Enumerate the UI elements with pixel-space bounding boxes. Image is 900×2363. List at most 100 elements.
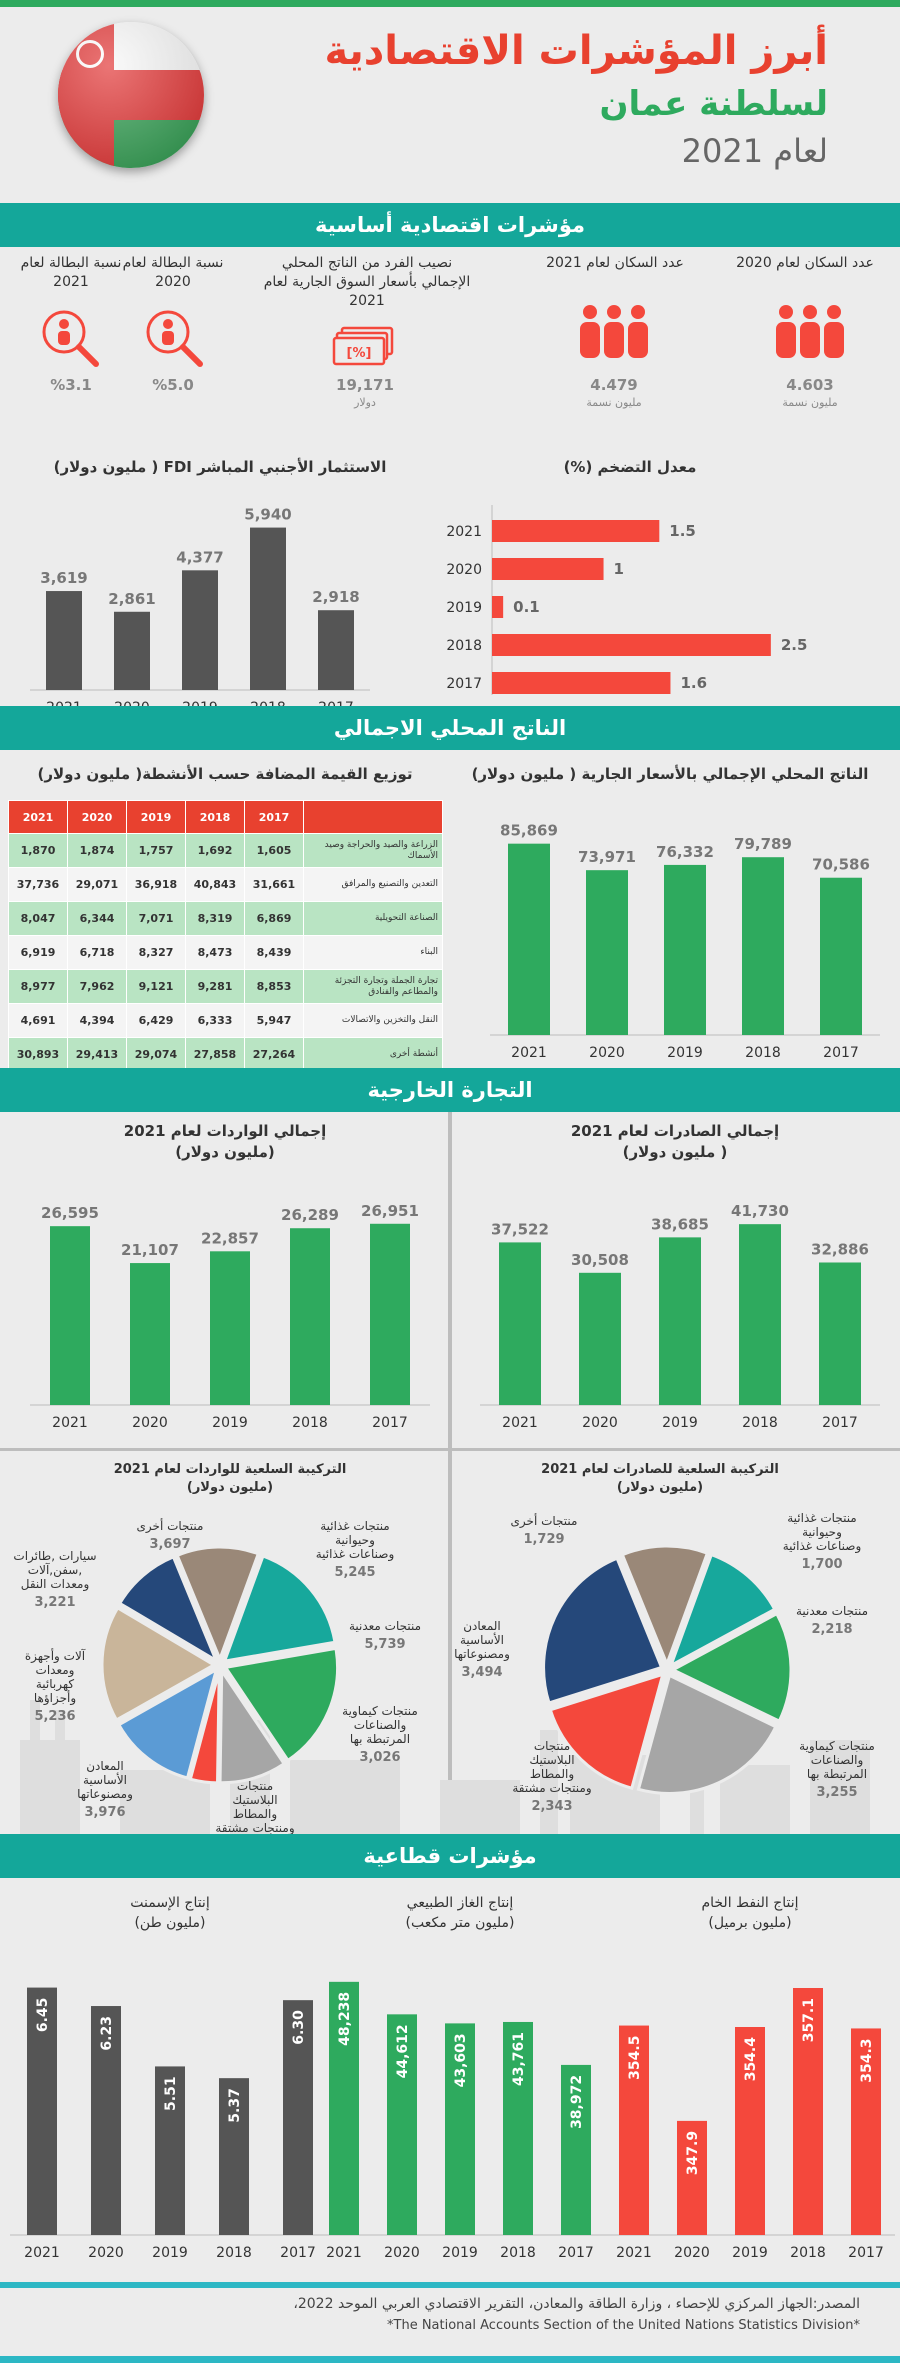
bar-label-2018: 5,940 — [244, 506, 291, 524]
table-cell: 40,843 — [185, 867, 245, 902]
bar-label-2018: 79,789 — [734, 835, 792, 853]
pie-slice-5 — [620, 1544, 710, 1669]
people-icon — [770, 302, 850, 370]
bar-label-2021: 37,522 — [491, 1220, 549, 1238]
section-sector-indicators: مؤشرات قطاعية — [0, 1834, 900, 1878]
section-gdp: الناتج المحلي الاجمالي — [0, 706, 900, 750]
bar-label-2017: 70,586 — [812, 856, 870, 874]
pie-value-0: 1,700 — [801, 1557, 842, 1572]
pie-slice-0 — [668, 1552, 777, 1669]
tick-label-2019: 2019 — [667, 1045, 703, 1061]
bar-label-2020: 30,508 — [571, 1251, 629, 1269]
pie-label-3: منتجات البلاستيك والمطاط ومنتجات مشتقة — [215, 1779, 294, 1835]
imports-chart-subtitle: (مليون دولار) — [175, 1143, 275, 1161]
bar-2019 — [664, 864, 706, 1035]
section-foreign-trade: التجارة الخارجية — [0, 1068, 900, 1112]
tick-label-2018: 2018 — [292, 1415, 328, 1431]
tick-label-2017: 2017 — [372, 1415, 408, 1431]
tick-label-2020: 2020 — [589, 1045, 625, 1061]
table-cell: 6,344 — [67, 901, 127, 936]
exports-chart: 37,522 2021 30,508 2020 38,685 2019 41,730 2018… — [480, 1202, 880, 1431]
bar-label-2021: 48,238 — [337, 1992, 353, 2046]
oil-chart: 354.5 2021 347.9 2020 354.4 2019 357.1 2018 354.… — [605, 1988, 895, 2261]
table-cell: 6,919 — [8, 935, 68, 970]
bar-label-2020: 21,107 — [121, 1241, 179, 1259]
population-2020-unit: مليون نسمة — [782, 396, 838, 409]
people-icon — [574, 302, 654, 370]
bar-label-2020: 44,612 — [395, 2024, 411, 2078]
pie-label-5: آلات وأجهزة ومعدات كهربائية وأجزاؤها — [25, 1648, 86, 1706]
pie-slice-4 — [116, 1666, 219, 1780]
bar-2017 — [561, 2064, 591, 2235]
bar-label-2019: 0.1 — [513, 598, 540, 616]
pie-value-2: 3,255 — [816, 1785, 857, 1800]
table-cell: 8,977 — [8, 969, 68, 1004]
table-cell: 27,264 — [244, 1037, 304, 1072]
export-comp-title: التركيبة السلعية للصادرات لعام 2021 — [541, 1462, 779, 1477]
bar-label-2018: 43,761 — [511, 2032, 527, 2086]
bar-2018 — [250, 527, 286, 690]
table-activity-cell: التعدين والتصنيع والمرافق — [303, 867, 443, 902]
table-header-cell: 2019 — [126, 800, 186, 834]
imports-chart: 26,595 2021 21,107 2020 22,857 2019 26,289 2018… — [30, 1202, 430, 1431]
tick-label-2018: 2018 — [216, 2245, 252, 2261]
bar-label-2019: 76,332 — [656, 843, 714, 861]
bar-label-2021: 6.45 — [35, 1998, 51, 2033]
bar-label-2019: 354.4 — [743, 2037, 759, 2082]
bar-2019 — [210, 1251, 250, 1405]
pie-slice-1 — [669, 1611, 793, 1724]
pie-label-0: منتجات غذائية وحيوانية وصناعات غذائية — [316, 1519, 395, 1562]
export-comp-subtitle: (مليون دولار) — [616, 1480, 704, 1495]
pie-slice-2 — [636, 1673, 778, 1795]
cement-chart-title: إنتاج الإسمنت — [130, 1895, 210, 1911]
bar-label-2021: 85,869 — [500, 822, 558, 840]
table-cell: 27,858 — [185, 1037, 245, 1072]
bar-2018 — [742, 857, 784, 1035]
population-2021-value: 4.479 — [590, 376, 638, 394]
table-row: 30,893 29,413 29,074 27,858 27,264 أنشطة أخرى — [8, 1037, 443, 1072]
bar-label-2017: 6.30 — [291, 2010, 307, 2045]
bar-2020 — [387, 2014, 417, 2235]
table-row: 8,047 6,344 7,071 8,319 6,869 الصناعة التحويل… — [8, 901, 443, 936]
bar-2021 — [619, 2025, 649, 2235]
tick-label-2017: 2017 — [558, 2245, 594, 2261]
gas-chart-subtitle: (مليون متر مكعب) — [405, 1915, 515, 1931]
tick-label-2021: 2021 — [446, 524, 482, 540]
oman-flag-icon — [58, 22, 204, 168]
table-row: 4,691 4,394 6,429 6,333 5,947 النقل والتخزين … — [8, 1003, 443, 1038]
table-header: 2021 2020 2019 2018 2017 — [8, 800, 443, 834]
gdp-chart: 85,869 2021 73,971 2020 76,332 2019 79,789 2018… — [490, 822, 880, 1061]
pie-slice-2 — [218, 1665, 287, 1785]
tick-label-2017: 2017 — [280, 2245, 316, 2261]
table-activity-cell: البناء — [303, 935, 443, 970]
pie-label-1: منتجات معدنية — [349, 1619, 421, 1633]
bar-label-2021: 26,595 — [41, 1204, 99, 1222]
table-cell: 1,870 — [8, 833, 68, 868]
tick-label-2020: 2020 — [674, 2245, 710, 2261]
inflation-chart-title: معدل التضخم (%) — [563, 458, 697, 476]
section-basic-indicators: مؤشرات اقتصادية أساسية — [0, 203, 900, 247]
exports-chart-title: إجمالي الصادرات لعام 2021 — [570, 1122, 780, 1140]
bar-label-2017: 354.3 — [859, 2038, 875, 2082]
table-cell: 8,047 — [8, 901, 68, 936]
pie-label-3: منتجات البلاستيك والمطاط ومنتجات مشتقة — [512, 1739, 591, 1796]
table-header-cell: 2018 — [185, 800, 245, 834]
table-cell: 30,893 — [8, 1037, 68, 1072]
gas-chart-title: إنتاج الغاز الطبيعي — [406, 1895, 514, 1911]
tick-label-2020: 2020 — [446, 562, 482, 578]
pie-value-1: 2,218 — [811, 1622, 852, 1637]
svg-text:[%]: [%] — [347, 346, 372, 361]
gdp-per-capita-unit: دولار — [354, 396, 376, 409]
pie-label-7: منتجات أخرى — [137, 1518, 204, 1534]
exports-chart-subtitle: ( مليون دولار) — [622, 1143, 728, 1161]
bar-label-2018: 357.1 — [801, 1998, 817, 2042]
table-cell: 1,874 — [67, 833, 127, 868]
bar-2017 — [370, 1223, 410, 1405]
table-row: 6,919 6,718 8,327 8,473 8,439 البناء — [8, 935, 443, 970]
table-cell: 29,413 — [67, 1037, 127, 1072]
bar-label-2018: 2.5 — [781, 636, 808, 654]
export-comp-pie: منتجات غذائية وحيوانية وصناعات غذائية 1,700… — [454, 1511, 875, 1814]
table-cell: 8,319 — [185, 901, 245, 936]
unemployment-2021-label: نسبة البطالة لعام 2021 — [20, 255, 122, 290]
pie-label-4: المعادن الأساسية ومصنوعاتها — [77, 1759, 133, 1802]
